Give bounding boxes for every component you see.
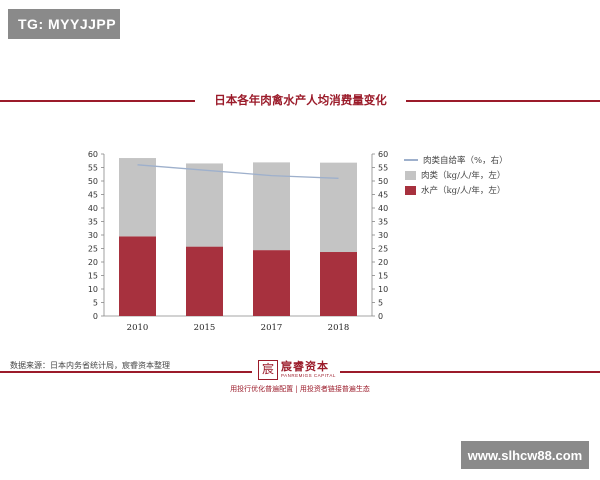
bar-meat [186,163,223,247]
legend-label-aquatic: 水产（kg/人/年，左） [421,186,506,196]
title-divider-left [0,100,195,102]
y-tick-label-left: 35 [88,218,98,227]
y-tick-label-right: 20 [378,258,388,267]
y-tick-label-left: 10 [88,285,98,294]
bar-aquatic [320,252,357,316]
legend-item-aquatic: 水产（kg/人/年，左） [404,183,508,197]
legend-swatch-aquatic [405,185,416,195]
legend-swatch-meat [405,170,416,180]
bar-aquatic [253,250,290,316]
y-tick-label-right: 30 [378,231,388,240]
logo-subtitle: PANREMIGS CAPITAL [281,373,336,378]
logo-name: 宸睿资本 [281,360,329,373]
title-divider-right [406,100,600,102]
site-watermark: www.slhcw88.com [461,441,589,469]
footer-divider-right [340,371,600,373]
line-selfsufficiency [137,164,339,179]
y-tick-label-left: 55 [88,164,98,173]
legend-swatch-selfrate [404,159,418,161]
logo-seal-icon: 宸 [258,360,278,380]
bar-meat [253,162,290,251]
y-tick-label-left: 50 [88,177,98,186]
chart-title-row: 日本各年肉禽水产人均消费量变化 [0,90,600,110]
bar-aquatic [186,246,223,316]
legend-label-selfrate: 肉类自给率（%，右） [423,156,508,166]
footer-divider-left [0,371,252,373]
bar-aquatic [119,236,156,316]
x-tick-label: 2010 [127,323,149,333]
y-tick-label-right: 5 [378,299,383,308]
y-tick-label-left: 30 [88,231,98,240]
brand-logo: 宸 宸睿资本 PANREMIGS CAPITAL [258,360,336,380]
legend-label-meat: 肉类（kg/人/年，左） [421,171,506,181]
channel-badge: TG: MYYJJPP [8,9,120,39]
y-tick-label-right: 25 [378,245,388,254]
y-tick-label-right: 55 [378,164,388,173]
y-tick-label-left: 60 [88,150,98,159]
y-tick-label-left: 40 [88,204,98,213]
y-tick-label-right: 50 [378,177,388,186]
legend-item-meat: 肉类（kg/人/年，左） [404,168,508,182]
y-tick-label-left: 25 [88,245,98,254]
y-tick-label-right: 45 [378,191,388,200]
chart-title: 日本各年肉禽水产人均消费量变化 [214,93,387,107]
y-tick-label-left: 0 [93,312,98,321]
y-tick-label-right: 15 [378,272,388,281]
y-tick-label-left: 45 [88,191,98,200]
y-tick-label-right: 0 [378,312,383,321]
bar-meat [320,162,357,253]
y-tick-label-right: 10 [378,285,388,294]
y-tick-label-left: 5 [93,299,98,308]
x-tick-label: 2018 [328,323,350,333]
x-tick-label: 2015 [194,323,216,333]
chart-legend: 肉类自给率（%，右） 肉类（kg/人/年，左） 水产（kg/人/年，左） [404,153,508,198]
data-source-note: 数据来源：日本内务省统计局，宸睿资本整理 [10,361,170,370]
y-tick-label-right: 35 [378,218,388,227]
bar-meat [119,158,156,237]
x-tick-label: 2017 [261,323,283,333]
y-tick-label-right: 40 [378,204,388,213]
footer-slogan: 用投行优化普遍配置 | 用投资者链接普遍生态 [230,385,370,393]
logo-text: 宸睿资本 PANREMIGS CAPITAL [281,361,336,379]
legend-item-selfrate: 肉类自给率（%，右） [404,153,508,167]
y-tick-label-left: 20 [88,258,98,267]
y-tick-label-right: 60 [378,150,388,159]
y-tick-label-left: 15 [88,272,98,281]
